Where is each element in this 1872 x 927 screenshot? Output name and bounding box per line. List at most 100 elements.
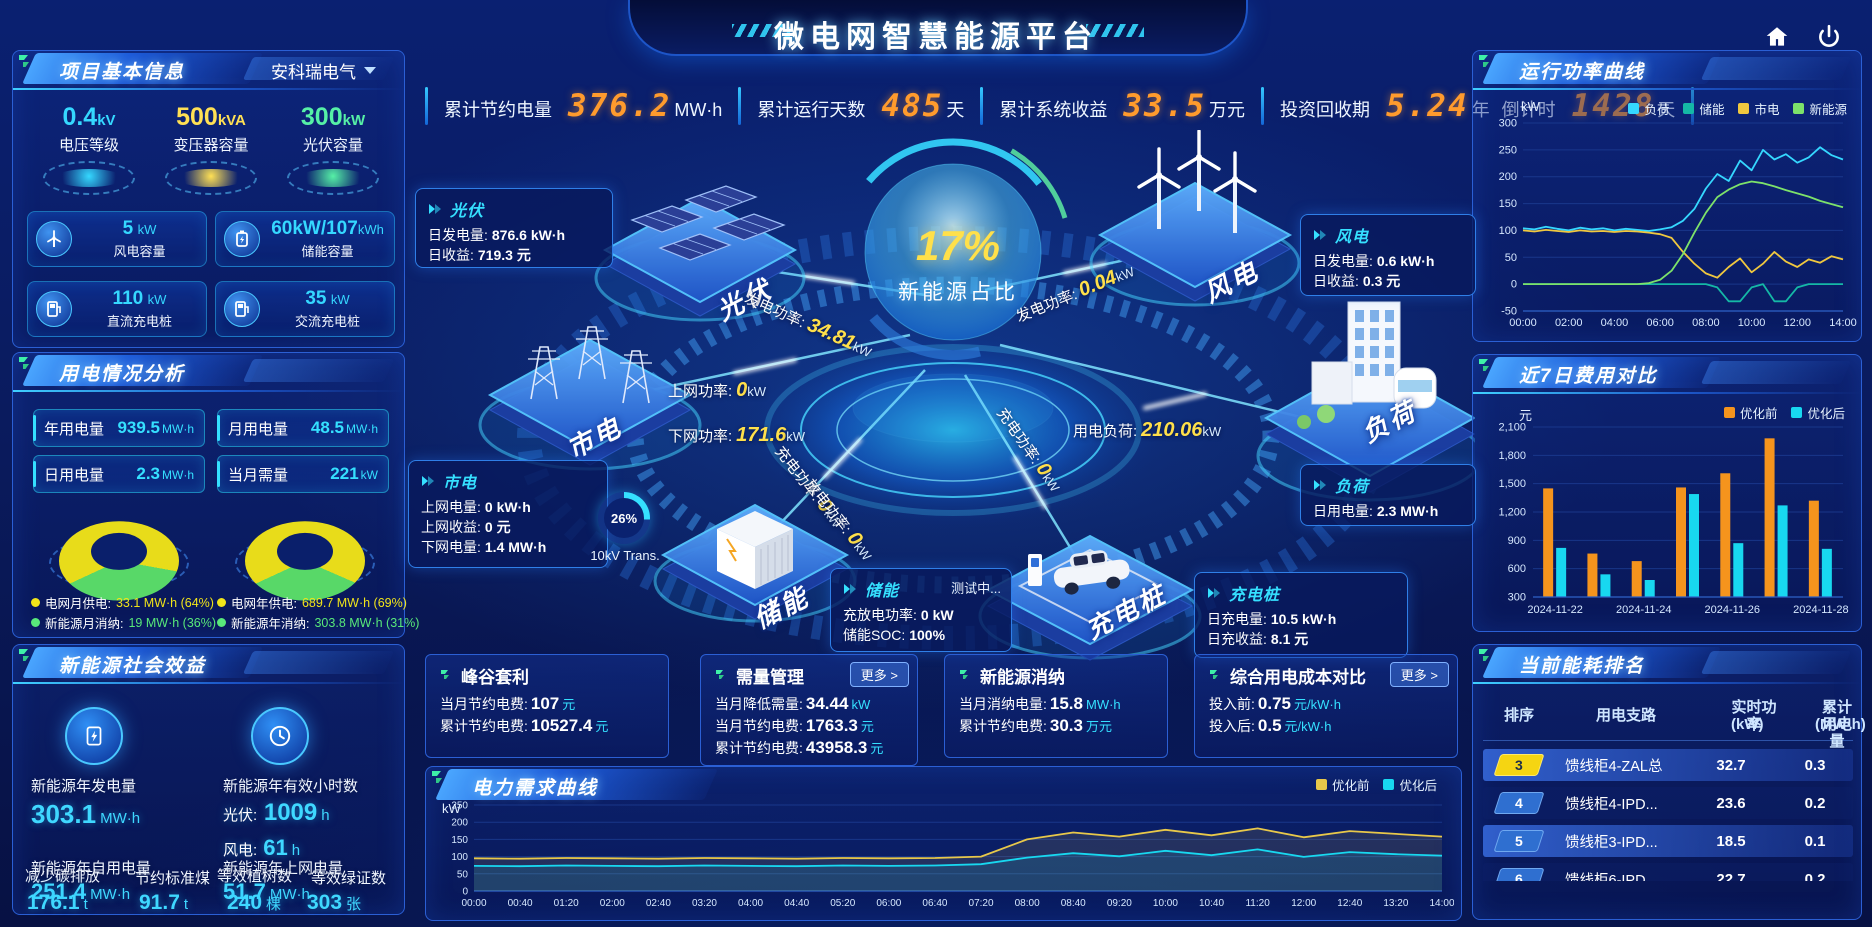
- legend-label: 新能源: [1809, 103, 1847, 117]
- table-row[interactable]: 3 馈线柜4-ZAL总 32.7 0.3: [1483, 749, 1853, 781]
- svg-text:1,200: 1,200: [1498, 507, 1526, 519]
- panel-header-bg: [242, 651, 394, 674]
- donut-hole: [277, 532, 333, 570]
- kpi-label: 累计节约电量: [444, 100, 552, 120]
- legend-value: 33.1 MW·h (64%): [115, 595, 214, 610]
- benefit-sub-label: 风电:: [223, 842, 258, 859]
- row-value: 719.3 元: [477, 247, 531, 263]
- company-select[interactable]: 安科瑞电气: [271, 58, 376, 83]
- stat-month-usage: 月用电量 48.5 MW·h: [217, 409, 389, 447]
- corner-arrow-icon: [17, 355, 37, 378]
- legend-swatch: [1628, 103, 1640, 114]
- chevron-right-icon: [429, 204, 441, 214]
- svg-text:300: 300: [1499, 118, 1517, 130]
- card-title: 风电: [1335, 229, 1370, 246]
- svg-text:11:20: 11:20: [1245, 898, 1270, 909]
- more-button[interactable]: 更多 >: [849, 662, 909, 687]
- legend-label: 优化前: [1739, 407, 1778, 421]
- podium-unit: kW: [342, 112, 366, 129]
- legend-item: 电网月供电: 33.1 MW·h (64%): [31, 593, 214, 612]
- panel-title: 运行功率曲线: [1519, 62, 1646, 83]
- demand-chart: 250 200 150 100 50 0 00:00 00:40 01:20 02:00 02:40…: [434, 797, 1455, 920]
- kpi-value: 5.24: [1385, 88, 1469, 124]
- benefit-value: 风电: 61 h: [223, 835, 300, 861]
- svg-text:08:00: 08:00: [1015, 898, 1040, 909]
- capacity-value: 110: [112, 288, 144, 309]
- svg-text:04:40: 04:40: [784, 898, 809, 909]
- capacity-unit: kWh: [357, 222, 384, 237]
- legend-swatch: [1383, 779, 1395, 790]
- legend-swatch: [1315, 779, 1327, 790]
- panel-title: 用电情况分析: [59, 364, 186, 385]
- kpi-unit: 万元: [1208, 100, 1245, 120]
- wind-turbine-icon: [36, 221, 72, 257]
- benefit-label: 新能源年自用电量: [31, 860, 152, 877]
- svg-text:03:20: 03:20: [692, 898, 717, 909]
- podium-disc: [43, 161, 135, 195]
- summary-title-row: 峰谷套利: [440, 663, 654, 688]
- svg-text:12:40: 12:40: [1337, 898, 1362, 909]
- row-value: 876.6 kW·h: [491, 227, 566, 243]
- row-value: 0.75: [1257, 694, 1291, 713]
- kpi-payback-period: 投资回收期 5.24 年: [1274, 88, 1496, 124]
- table-row[interactable]: 6 馈线柜6-IPD 22.7 0.2: [1483, 863, 1853, 881]
- benefit-value: 303.1 MW·h: [31, 799, 140, 830]
- capacity-value: 5: [122, 218, 134, 239]
- summary-card-cost-compare: 综合用电成本对比 更多 > 投入前: 0.75 元/kW·h 投入后: 0.5 元/kW…: [1194, 654, 1458, 758]
- legend-item: 优化后: [1383, 775, 1437, 794]
- svg-text:1,800: 1,800: [1498, 450, 1526, 462]
- kpi-label: 投资回收期: [1279, 100, 1370, 120]
- ac-charger-icon: [224, 291, 260, 327]
- flow-feed-down: 下网功率: 171.6kW: [668, 424, 805, 447]
- svg-text:06:00: 06:00: [1646, 317, 1674, 329]
- table-row[interactable]: 5 馈线柜3-IPD... 18.5 0.1: [1483, 825, 1853, 857]
- card-title-row: 负荷: [1313, 473, 1463, 497]
- svg-text:09:20: 09:20: [1107, 898, 1132, 909]
- legend-label: 新能源年消纳:: [231, 617, 310, 631]
- legend-dot: [217, 598, 226, 607]
- donut-month-energy: [49, 501, 189, 601]
- kpi-unit: MW·h: [674, 100, 723, 120]
- row-value: 30.3: [1049, 716, 1083, 735]
- dc-charger-icon: [36, 291, 72, 327]
- row-label: 累计节约电费:: [959, 718, 1047, 734]
- card-row: 日收益: 719.3 元: [428, 245, 600, 265]
- power-icon[interactable]: [1812, 20, 1846, 54]
- panel-header: 电力需求曲线: [426, 767, 846, 803]
- svg-text:00:00: 00:00: [461, 898, 486, 909]
- row-unit: 元: [860, 719, 874, 734]
- card-row: 日用电量: 2.3 MW·h: [1313, 501, 1463, 521]
- home-icon[interactable]: [1760, 20, 1794, 54]
- kpi-value: 485: [881, 88, 944, 124]
- row-value: 0.3 元: [1362, 273, 1401, 289]
- benefit-value: 240 棵: [227, 891, 281, 915]
- card-title-row: 充电桩: [1207, 581, 1395, 605]
- legend-item: 优化前: [1723, 403, 1778, 422]
- benefit-number: 303: [307, 891, 343, 914]
- storage-status-link[interactable]: 测试中...: [951, 581, 1001, 596]
- legend-item: 优化后: [1791, 403, 1845, 422]
- kpi-separator: [980, 87, 984, 125]
- svg-text:06:00: 06:00: [876, 898, 901, 909]
- stat-label: 月用电量: [228, 420, 289, 438]
- benefit-unit: t: [83, 896, 88, 913]
- corner-arrow-icon: [716, 670, 724, 679]
- card-row: 上网收益: 0 元: [421, 517, 595, 537]
- table-header: 排序 用电支路 实时功率 (kW) 累计用电量 (MW·h): [1483, 695, 1866, 750]
- corner-arrow-icon: [1477, 53, 1497, 76]
- more-button[interactable]: 更多 >: [1389, 662, 1449, 687]
- charger-info-card: 充电桩 日充电量: 10.5 kW·h 日充收益: 8.1 元: [1194, 572, 1408, 658]
- row-value: 107: [530, 694, 560, 713]
- stat-value: 221: [330, 464, 359, 483]
- page-title: 微电网智慧能源平台: [774, 21, 1098, 54]
- project-info-panel: 项目基本信息 安科瑞电气 0.4kV 电压等级 500kVA 变压器容量 300…: [12, 50, 405, 348]
- stat-unit: MW·h: [162, 422, 194, 436]
- stat-label: 日用电量: [44, 466, 105, 484]
- summary-title: 峰谷套利: [461, 668, 529, 687]
- legend-label: 储能: [1699, 103, 1725, 117]
- svg-text:05:20: 05:20: [830, 898, 855, 909]
- capacity-label: 储能容量: [301, 244, 354, 259]
- table-row[interactable]: 4 馈线柜4-IPD... 23.6 0.2: [1483, 787, 1853, 819]
- panel-header-bg: [1700, 361, 1851, 384]
- legend-label: 优化后: [1399, 779, 1437, 793]
